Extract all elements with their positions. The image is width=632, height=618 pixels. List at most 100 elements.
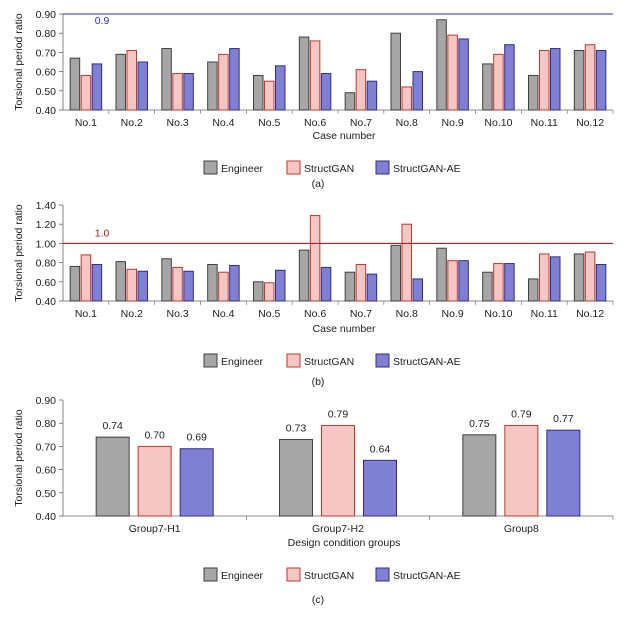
bar-engineer — [69, 57, 81, 111]
legend-swatch-structgan-ae — [375, 353, 390, 368]
legend-label: Engineer — [221, 570, 264, 582]
x-tick-label: No.9 — [441, 117, 463, 129]
x-tick-label: No.7 — [350, 117, 372, 129]
legend-label: StructGAN — [304, 356, 354, 368]
bar-structgan-ae — [504, 44, 515, 111]
bar-engineer — [207, 264, 218, 302]
x-tick-label: No.2 — [121, 308, 143, 320]
y-tick-label: 0.50 — [36, 488, 57, 500]
y-tick-label: 0.60 — [36, 67, 57, 79]
bar-structgan — [80, 74, 92, 111]
y-tick-label: 0.50 — [36, 86, 57, 98]
bar-engineer — [115, 53, 126, 111]
bar-structgan — [126, 268, 137, 302]
y-tick-label: 0.60 — [36, 277, 57, 289]
bar-structgan — [584, 251, 596, 302]
y-tick-label: 0.70 — [36, 441, 57, 453]
x-tick-label: No.6 — [304, 117, 326, 129]
bar-value-label: 0.74 — [102, 420, 123, 432]
legend-label: Engineer — [221, 356, 264, 368]
bar-engineer — [482, 63, 493, 111]
panel-label: (a) — [312, 178, 325, 190]
bar-structgan — [137, 445, 172, 517]
bar-structgan-ae — [229, 264, 240, 302]
bar-structgan-ae — [550, 48, 561, 111]
bar-structgan-ae — [137, 270, 148, 302]
bar-structgan — [264, 80, 275, 111]
bar-value-label: 0.79 — [511, 409, 532, 421]
y-tick-label: 0.80 — [36, 258, 57, 270]
bar-structgan-ae — [412, 71, 423, 111]
panel-label: (c) — [312, 594, 324, 606]
y-axis-title: Torsional period ratio — [13, 409, 25, 507]
x-tick-label: No.3 — [166, 308, 188, 320]
x-tick-label: No.5 — [258, 117, 280, 129]
x-axis-title: Case number — [312, 323, 376, 335]
bar-structgan — [172, 73, 183, 111]
bar-structgan — [172, 266, 183, 302]
bar-structgan-ae — [366, 273, 378, 302]
legend-swatch-engineer — [203, 353, 218, 368]
y-tick-label: 0.40 — [36, 296, 57, 308]
legend-label: StructGAN — [304, 163, 354, 175]
x-tick-label: Group7-H1 — [129, 523, 181, 535]
bar-structgan — [539, 49, 550, 111]
x-tick-label: No.11 — [531, 117, 558, 129]
bar-engineer — [528, 278, 539, 302]
bar-structgan-ae — [183, 73, 194, 111]
y-tick-label: 1.40 — [36, 200, 57, 212]
legend-label: StructGAN — [304, 570, 354, 582]
bar-structgan — [493, 263, 504, 302]
bar-structgan-ae — [595, 49, 607, 111]
bar-engineer — [436, 247, 447, 302]
bar-structgan-ae — [320, 266, 332, 302]
bar-engineer — [298, 36, 310, 111]
bar-structgan — [80, 254, 92, 302]
y-tick-label: 0.40 — [36, 511, 57, 523]
bar-value-label: 0.73 — [286, 422, 307, 434]
y-tick-label: 0.90 — [36, 9, 57, 21]
bar-engineer — [95, 436, 130, 517]
reference-line-label: 0.9 — [95, 15, 110, 27]
legend-label: StructGAN-AE — [393, 570, 461, 582]
bar-engineer — [462, 434, 497, 517]
bar-engineer — [207, 61, 218, 111]
x-tick-label: No.8 — [396, 308, 418, 320]
bar-engineer — [390, 244, 401, 302]
legend-swatch-engineer — [203, 160, 218, 175]
x-tick-label: No.4 — [212, 117, 234, 129]
bar-structgan — [309, 215, 321, 302]
bar-engineer — [298, 249, 310, 302]
legend-swatch-structgan — [286, 567, 301, 582]
panel-label: (b) — [312, 376, 325, 388]
legend-label: StructGAN-AE — [393, 163, 461, 175]
legend-swatch-engineer — [203, 567, 218, 582]
legend-swatch-structgan-ae — [375, 160, 390, 175]
y-tick-label: 0.90 — [36, 395, 57, 407]
x-tick-label: No.2 — [121, 117, 143, 129]
x-tick-label: No.1 — [75, 117, 97, 129]
legend-swatch-structgan-ae — [375, 567, 390, 582]
chart-panel-3: 0.40 0.50 0.60 0.70 0.80 0.90 Torsional period… — [13, 395, 614, 606]
bar-structgan — [504, 425, 539, 517]
bar-structgan-ae — [229, 48, 240, 111]
x-tick-label: No.1 — [75, 308, 97, 320]
y-tick-label: 0.80 — [36, 28, 57, 40]
bar-engineer — [279, 438, 313, 517]
bar-value-label: 0.70 — [144, 429, 165, 441]
x-tick-label: No.10 — [484, 308, 512, 320]
bar-engineer — [344, 271, 356, 302]
bar-engineer — [344, 92, 356, 111]
bar-structgan — [321, 425, 355, 517]
bar-structgan-ae — [183, 270, 194, 302]
bar-structgan — [401, 223, 412, 302]
x-tick-label: No.4 — [212, 308, 234, 320]
y-tick-label: 0.60 — [36, 465, 57, 477]
bar-engineer — [253, 281, 264, 302]
y-tick-label: 1.20 — [36, 219, 57, 231]
bar-structgan-ae — [366, 80, 378, 111]
bar-engineer — [528, 74, 539, 111]
x-tick-label: Group7-H2 — [312, 523, 364, 535]
y-axis-title: Torsional period ratio — [13, 204, 25, 302]
